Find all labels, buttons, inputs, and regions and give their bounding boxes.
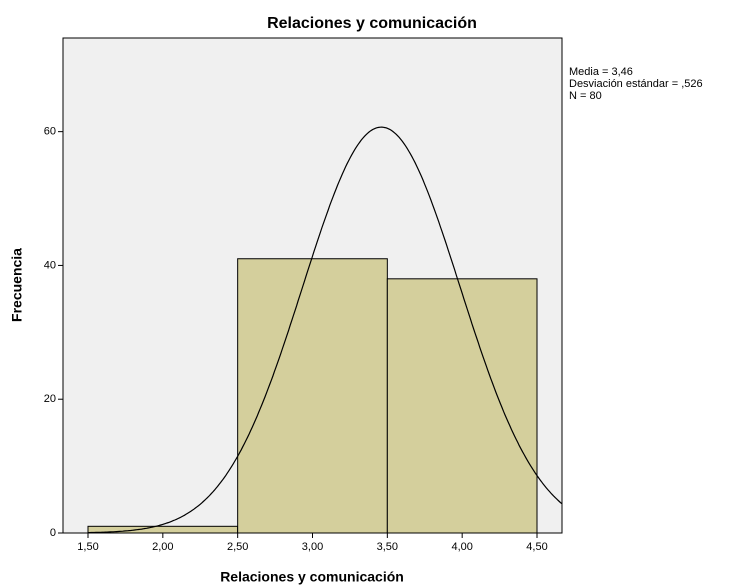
y-axis-title: Frecuencia [9, 248, 25, 322]
bar [237, 258, 388, 534]
x-tick-label: 2,50 [227, 541, 248, 553]
bar [386, 278, 538, 534]
normal-curve [88, 126, 563, 534]
chart-title: Relaciones y comunicación [267, 15, 477, 32]
x-tick-label: 4,50 [526, 541, 547, 553]
x-tick-label: 4,00 [451, 541, 472, 553]
y-tick-label: 0 [50, 527, 56, 539]
stat-sd: Desviación estándar = ,526 [569, 78, 703, 90]
x-tick-label: 2,00 [152, 541, 173, 553]
stat-n: N = 80 [569, 90, 602, 102]
x-axis-title: Relaciones y comunicación [220, 569, 404, 585]
x-tick-label: 3,50 [377, 541, 398, 553]
x-tick-label: 1,50 [77, 541, 98, 553]
y-tick-label: 40 [44, 259, 56, 271]
y-tick-label: 60 [44, 126, 56, 138]
stat-mean: Media = 3,46 [569, 66, 633, 78]
y-tick-label: 20 [44, 393, 56, 405]
x-tick-label: 3,00 [302, 541, 323, 553]
